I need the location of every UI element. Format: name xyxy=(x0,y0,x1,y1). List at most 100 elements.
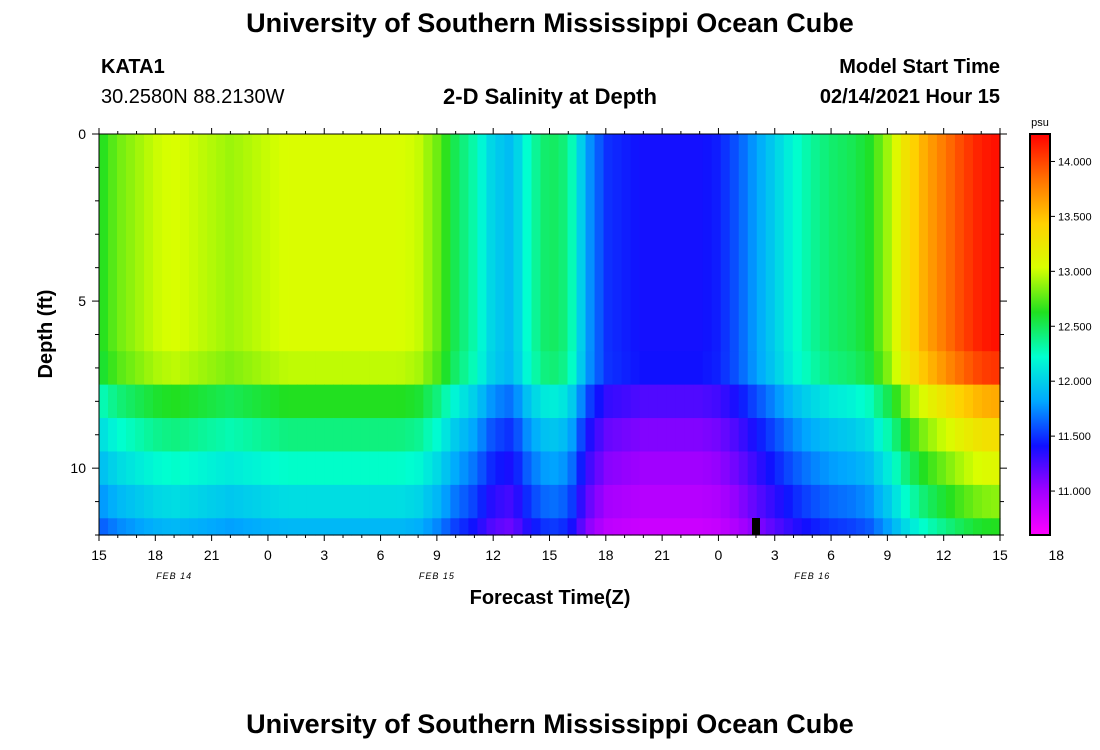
heatmap-cell xyxy=(801,451,812,486)
heatmap-cell xyxy=(504,351,515,386)
heatmap-cell xyxy=(990,418,1001,453)
heatmap-cell xyxy=(612,451,623,486)
heatmap-cell xyxy=(756,484,767,519)
heatmap-cell xyxy=(297,518,307,536)
heatmap-cell xyxy=(108,351,118,386)
heatmap-cell xyxy=(414,418,424,453)
heatmap-cell xyxy=(162,418,172,453)
heatmap-cell xyxy=(657,134,668,352)
heatmap-cell xyxy=(882,384,893,419)
heatmap-cell xyxy=(261,384,271,419)
heatmap-cell xyxy=(801,384,812,419)
heatmap-cell xyxy=(216,518,226,536)
heatmap-cell xyxy=(414,484,424,519)
heatmap-cell xyxy=(990,351,1001,386)
heatmap-cell xyxy=(216,484,226,519)
heatmap-cell xyxy=(765,418,776,453)
heatmap-cell xyxy=(720,451,731,486)
heatmap-cell xyxy=(441,518,451,536)
heatmap-cell xyxy=(963,451,974,486)
heatmap-cell xyxy=(783,451,794,486)
heatmap-cell xyxy=(162,518,172,536)
heatmap-cell xyxy=(630,518,641,536)
heatmap-cell xyxy=(819,451,830,486)
heatmap-cell xyxy=(675,351,686,386)
heatmap-cell xyxy=(855,351,866,386)
heatmap-cell xyxy=(243,518,253,536)
heatmap-cell xyxy=(693,351,704,386)
heatmap-cell xyxy=(333,351,343,386)
heatmap-cell xyxy=(207,484,217,519)
heatmap-cell xyxy=(333,384,343,419)
heatmap-cell xyxy=(864,484,875,519)
heatmap-cell xyxy=(684,418,695,453)
heatmap-cell xyxy=(630,484,641,519)
heatmap-cell xyxy=(936,418,947,453)
heatmap-cell xyxy=(405,518,415,536)
heatmap-cell xyxy=(981,518,992,536)
heatmap-cell xyxy=(216,418,226,453)
heatmap-cell xyxy=(513,134,524,352)
heatmap-cell xyxy=(162,451,172,486)
heatmap-cell xyxy=(675,518,686,536)
heatmap-cell xyxy=(882,518,893,536)
colorbar-tick-label: 12.000 xyxy=(1058,376,1092,388)
heatmap-cell xyxy=(423,418,433,453)
heatmap-cell xyxy=(558,384,569,419)
heatmap-cell xyxy=(243,351,253,386)
heatmap-cell xyxy=(288,134,298,352)
heatmap-cell xyxy=(387,351,397,386)
heatmap-cell xyxy=(585,484,596,519)
heatmap-cell xyxy=(297,418,307,453)
heatmap-cell xyxy=(864,384,875,419)
heatmap-cell xyxy=(837,134,848,352)
heatmap-cell xyxy=(171,418,181,453)
heatmap-cell xyxy=(297,134,307,352)
heatmap-cell xyxy=(855,418,866,453)
heatmap-cell xyxy=(612,518,623,536)
heatmap-cell xyxy=(639,351,650,386)
heatmap-cell xyxy=(774,134,785,352)
heatmap-cell xyxy=(963,351,974,386)
heatmap-cell xyxy=(504,418,515,453)
heatmap-cell xyxy=(162,484,172,519)
heatmap-cell xyxy=(207,351,217,386)
heatmap-cell xyxy=(792,418,803,453)
heatmap-cell xyxy=(432,384,442,419)
heatmap-cell xyxy=(396,351,406,386)
heatmap-cell xyxy=(837,518,848,536)
heatmap-cell xyxy=(981,451,992,486)
heatmap-cell xyxy=(342,518,352,536)
heatmap-cell xyxy=(288,518,298,536)
heatmap-cell xyxy=(180,351,190,386)
heatmap-cell xyxy=(504,134,515,352)
heatmap-cell xyxy=(180,518,190,536)
heatmap-cell xyxy=(612,134,623,352)
heatmap-cell xyxy=(855,384,866,419)
heatmap-cell xyxy=(891,351,902,386)
heatmap-cell xyxy=(576,351,587,386)
heatmap-cell xyxy=(828,451,839,486)
heatmap-cell xyxy=(531,384,542,419)
heatmap-cell xyxy=(594,418,605,453)
heatmap-cell xyxy=(234,518,244,536)
heatmap-cell xyxy=(828,351,839,386)
heatmap-cell xyxy=(351,451,361,486)
heatmap-cell xyxy=(117,451,127,486)
date-label: FEB 14 xyxy=(156,571,192,581)
heatmap-cell xyxy=(819,518,830,536)
heatmap-cell xyxy=(801,484,812,519)
model-start-label: Model Start Time xyxy=(839,56,1000,78)
heatmap-cell xyxy=(522,351,533,386)
heatmap-cell xyxy=(522,384,533,419)
heatmap-cell xyxy=(306,134,316,352)
heatmap-cell xyxy=(441,134,451,352)
heatmap-cell xyxy=(324,418,334,453)
heatmap-cell xyxy=(333,418,343,453)
heatmap-cell xyxy=(648,384,659,419)
heatmap-cell xyxy=(711,418,722,453)
heatmap-cell xyxy=(135,518,145,536)
heatmap-cell xyxy=(324,484,334,519)
chart-title: 2-D Salinity at Depth xyxy=(443,84,657,109)
heatmap-cell xyxy=(981,418,992,453)
